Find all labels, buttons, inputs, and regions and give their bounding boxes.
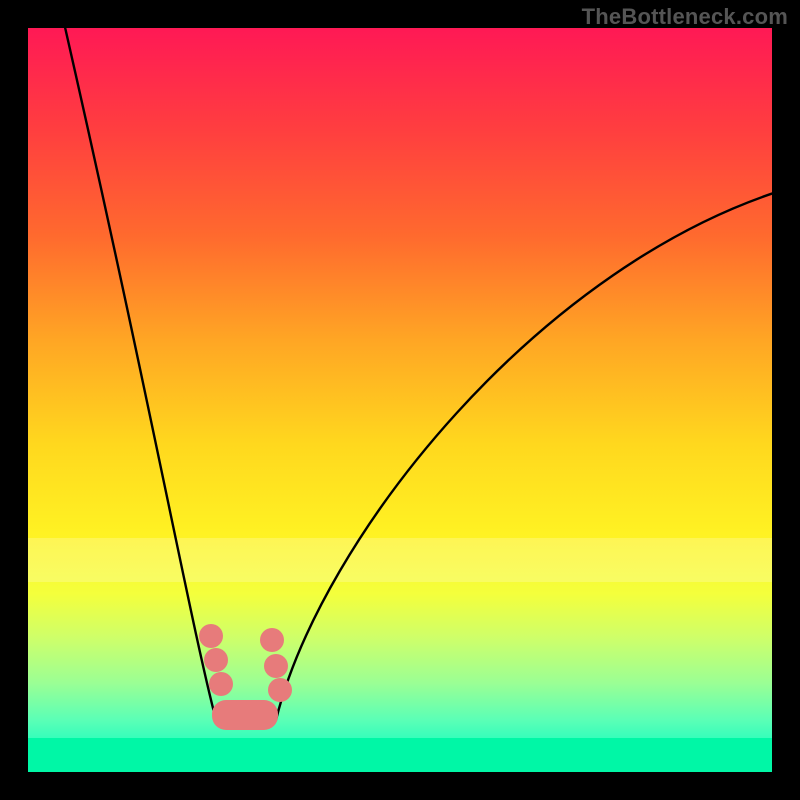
watermark-text: TheBottleneck.com xyxy=(582,4,788,30)
pale-band xyxy=(28,538,772,582)
chart-canvas: TheBottleneck.com xyxy=(0,0,800,800)
marker-left-2 xyxy=(209,672,233,696)
bottom-green-band xyxy=(28,738,772,772)
chart-svg xyxy=(0,0,800,800)
marker-left-1 xyxy=(204,648,228,672)
marker-right-1 xyxy=(264,654,288,678)
marker-center-block xyxy=(212,700,278,730)
plot-background xyxy=(28,28,772,772)
marker-left-0 xyxy=(199,624,223,648)
marker-right-2 xyxy=(268,678,292,702)
marker-right-0 xyxy=(260,628,284,652)
